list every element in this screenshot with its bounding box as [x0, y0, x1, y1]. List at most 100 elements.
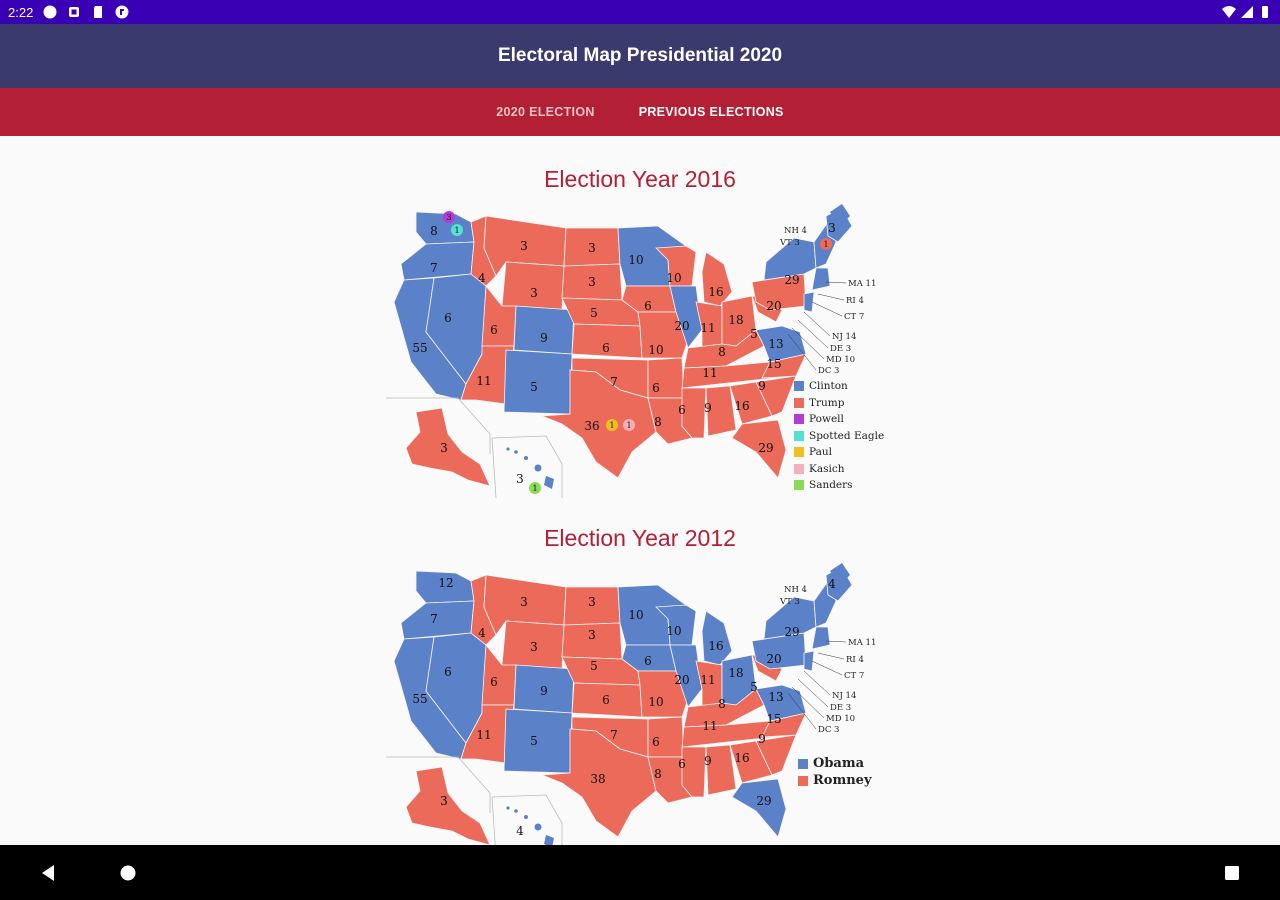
ne-label: DE 3: [830, 344, 851, 354]
state-value: 16: [734, 399, 749, 413]
marker-spotted-eagle: [451, 224, 463, 236]
state-numbers-2012: 12 7 55 6 4 3 3 6 11 9 5 3 3 5 6 7 38: [412, 576, 836, 838]
ne-label: VT 3: [779, 238, 800, 248]
back-button[interactable]: [38, 863, 58, 883]
state-value: 10: [648, 695, 663, 709]
state-value: 13: [768, 337, 783, 351]
election-2016: Election Year 2016: [0, 162, 1280, 498]
wifi-icon: [1222, 5, 1236, 19]
marker-value: 1: [532, 484, 537, 493]
state-value: 11: [700, 321, 715, 335]
electoral-map-2016[interactable]: NH 4 VT 3 MA 11 RI 4 CT 7 NJ 14 DE 3 MD …: [386, 202, 896, 498]
state-value: 38: [590, 772, 605, 786]
state-value: 6: [644, 299, 652, 313]
state-value: 18: [728, 666, 743, 680]
state-value: 13: [768, 690, 783, 704]
notification-sd-card-icon: [91, 5, 105, 19]
election-title: Election Year 2016: [544, 166, 736, 192]
ne-label: MD 10: [826, 714, 855, 724]
status-bar: 2:22: [0, 0, 1280, 24]
state-value: 8: [654, 415, 662, 429]
state-value: 15: [766, 357, 781, 371]
state-value: 10: [628, 253, 643, 267]
state-value: 29: [758, 441, 773, 455]
legend-2016: Clinton Trump Powell Spotted Eagle Paul …: [794, 378, 884, 494]
state-value: 12: [438, 576, 453, 590]
state-value: 3: [588, 241, 596, 255]
state-value: 8: [654, 767, 662, 781]
ne-label: MA 11: [848, 279, 876, 289]
state-value: 9: [704, 401, 712, 415]
state-value: 9: [540, 684, 548, 698]
tab-previous-elections[interactable]: PREVIOUS ELECTIONS: [638, 105, 784, 119]
home-button[interactable]: [118, 863, 138, 883]
back-icon: [42, 865, 54, 881]
status-time: 2:22: [8, 4, 34, 20]
state-value: 6: [652, 381, 660, 395]
state-value: 55: [412, 692, 427, 706]
marker-sanders: [529, 482, 541, 494]
ne-label: RI 4: [846, 655, 864, 665]
state-value: 5: [530, 380, 538, 394]
state-value: 8: [718, 345, 726, 359]
state-value: 4: [828, 577, 836, 591]
legend-item: Romney: [798, 772, 872, 789]
state-value: 3: [588, 595, 596, 609]
legend-item: Obama: [798, 755, 872, 772]
state-value: 11: [476, 374, 491, 388]
state-value: 6: [602, 693, 610, 707]
state-value: 3: [520, 595, 528, 609]
state-value: 55: [412, 341, 427, 355]
state-value: 4: [478, 271, 486, 285]
notification-app-icon: [115, 5, 129, 19]
state-value: 6: [490, 675, 498, 689]
state-value: 20: [766, 652, 781, 666]
state-value: 10: [666, 271, 681, 285]
election-title: Election Year 2012: [544, 525, 736, 551]
ne-label: NH 4: [784, 226, 807, 236]
state-value: 10: [628, 608, 643, 622]
us-map-svg-2016: NH 4 VT 3 MA 11 RI 4 CT 7 NJ 14 DE 3 MD …: [386, 204, 876, 498]
state-value: 3: [588, 628, 596, 642]
state-value: 3: [516, 472, 524, 486]
ne-label: NH 4: [784, 585, 807, 595]
legend-item: Paul: [794, 444, 884, 461]
state-value: 3: [828, 221, 836, 235]
elections-list[interactable]: Election Year 2016: [0, 136, 1280, 845]
marker-value: 3: [446, 213, 451, 222]
state-value: 4: [478, 626, 486, 640]
tab-bar: 2020 ELECTION PREVIOUS ELECTIONS: [0, 88, 1280, 136]
state-value: 20: [674, 319, 689, 333]
ne-label: DC 3: [818, 725, 839, 735]
state-value: 3: [440, 441, 448, 455]
legend-item: Kasich: [794, 461, 884, 478]
state-value: 3: [588, 275, 596, 289]
state-value: 20: [766, 299, 781, 313]
recents-button[interactable]: [1222, 863, 1242, 883]
state-value: 6: [644, 654, 652, 668]
state-value: 10: [648, 343, 663, 357]
state-numbers-2016: 8 7 55 6 4 3 3 6 11 9 5 3 3 5 6 7 36: [412, 221, 835, 486]
state-value: 6: [602, 341, 610, 355]
state-value: 16: [734, 751, 749, 765]
ne-label: NJ 14: [832, 332, 856, 342]
ne-label: MA 11: [848, 638, 876, 648]
ne-label: DE 3: [830, 703, 851, 713]
marker-value: 1: [609, 421, 614, 430]
us-map-svg-2012: NH 4 VT 3 MA 11 RI 4 CT 7 NJ 14 DE 3 MD …: [386, 563, 876, 845]
state-value: 9: [704, 754, 712, 768]
battery-icon: [1258, 5, 1272, 19]
state-value: 5: [590, 659, 598, 673]
ne-label: NJ 14: [832, 691, 856, 701]
marker-paul: [606, 419, 618, 431]
state-value: 9: [540, 331, 548, 345]
legend-item: Clinton: [794, 378, 884, 395]
marker-maine-trump: [820, 238, 832, 250]
state-value: 9: [758, 379, 766, 393]
electoral-map-2012[interactable]: NH 4 VT 3 MA 11 RI 4 CT 7 NJ 14 DE 3 MD …: [386, 561, 896, 845]
notification-circle-icon: [43, 5, 57, 19]
state-value: 3: [440, 794, 448, 808]
tab-2020-election[interactable]: 2020 ELECTION: [496, 105, 595, 119]
legend-item: Sanders: [794, 477, 884, 494]
state-value: 7: [430, 612, 438, 626]
